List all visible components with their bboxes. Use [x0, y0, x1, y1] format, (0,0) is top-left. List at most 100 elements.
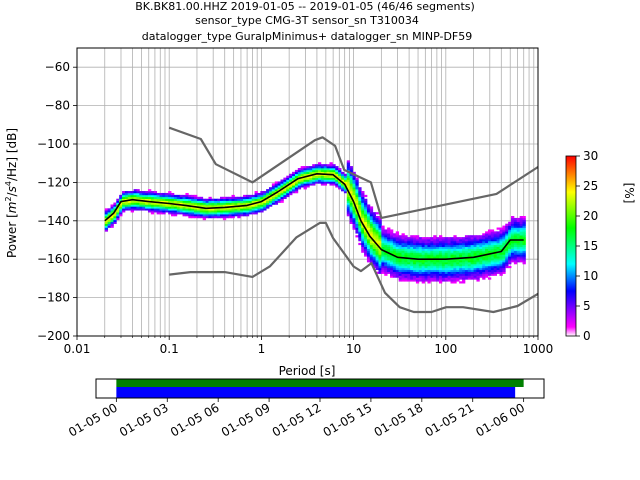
psd-cell — [271, 191, 276, 194]
psd-cell — [421, 248, 425, 251]
psd-cell — [390, 262, 394, 265]
psd-cell — [352, 225, 356, 228]
psd-cell — [450, 267, 454, 271]
psd-cell — [444, 279, 449, 282]
psd-cell — [398, 244, 402, 248]
psd-cell — [309, 166, 313, 169]
psd-cell — [329, 162, 333, 165]
psd-cell — [496, 244, 500, 248]
psd-cell — [171, 214, 175, 217]
psd-cell — [104, 229, 109, 232]
psd-cell — [341, 175, 345, 178]
psd-cell — [317, 166, 322, 169]
psd-cell — [306, 169, 310, 173]
psd-cell — [410, 239, 414, 242]
psd-cell — [263, 192, 267, 196]
psd-cell — [456, 237, 460, 240]
psd-cell — [444, 265, 449, 269]
psd-cell — [162, 200, 166, 203]
psd-cell — [323, 171, 328, 175]
psd-cell — [303, 168, 307, 171]
psd-cell — [346, 204, 351, 207]
psd-cell — [271, 200, 276, 203]
psd-cell — [119, 208, 123, 211]
psd-cell — [274, 192, 279, 196]
psd-cell — [205, 204, 209, 207]
psd-cell — [384, 235, 388, 238]
psd-cell — [136, 192, 140, 196]
psd-cell — [355, 219, 359, 223]
psd-cell — [139, 196, 143, 200]
psd-cell — [222, 208, 227, 211]
psd-cell — [519, 260, 523, 263]
psd-cell — [124, 202, 129, 205]
psd-cell — [485, 265, 489, 269]
psd-cell — [505, 223, 509, 226]
psd-cell — [320, 169, 325, 173]
psd-cell — [366, 254, 371, 257]
psd-cell — [196, 212, 201, 215]
psd-cell — [479, 267, 483, 271]
psd-cell — [124, 200, 129, 203]
psd-cell — [133, 192, 137, 196]
psd-cell — [283, 189, 287, 192]
psd-cell — [473, 273, 477, 276]
psd-cell — [485, 240, 489, 244]
psd-cell — [145, 206, 149, 209]
psd-cell — [516, 256, 521, 259]
psd-cell — [482, 244, 486, 248]
chart-title-line2: sensor_type CMG-3T sensor_sn T310034 — [195, 14, 419, 27]
psd-cell — [156, 202, 160, 205]
psd-cell — [225, 196, 230, 200]
psd-cell — [398, 237, 402, 240]
psd-cell — [508, 252, 512, 255]
psd-cell — [346, 177, 351, 180]
psd-cell — [338, 169, 342, 173]
psd-cell — [490, 244, 495, 248]
psd-cell — [427, 248, 431, 251]
psd-cell — [124, 192, 129, 196]
psd-cell — [519, 233, 523, 236]
psd-cell — [234, 206, 238, 209]
x-tick-label: 100 — [434, 342, 457, 356]
psd-cell — [459, 271, 463, 274]
psd-cell — [369, 252, 374, 255]
psd-cell — [476, 235, 480, 238]
psd-cell — [511, 242, 515, 246]
psd-cell — [191, 200, 195, 203]
psd-cell — [427, 271, 431, 274]
psd-cell — [467, 262, 472, 265]
psd-cell — [392, 246, 397, 249]
psd-cell — [522, 227, 526, 230]
psd-cell — [349, 216, 353, 219]
psd-cell — [306, 185, 310, 188]
psd-cell — [263, 204, 267, 207]
psd-cell — [505, 240, 509, 244]
psd-cell — [404, 239, 408, 242]
psd-cell — [473, 237, 477, 240]
psd-cell — [361, 194, 365, 198]
psd-cell — [220, 202, 224, 205]
psd-cell — [487, 267, 492, 271]
psd-cell — [260, 210, 264, 213]
psd-cell — [355, 185, 359, 188]
psd-cell — [447, 275, 451, 278]
psd-cell — [410, 277, 414, 280]
psd-cell — [424, 248, 428, 251]
psd-cell — [355, 191, 359, 194]
psd-cell — [387, 258, 391, 261]
psd-cell — [271, 196, 276, 200]
psd-cell — [413, 265, 417, 269]
psd-cell — [231, 212, 235, 215]
psd-cell — [444, 244, 449, 248]
psd-cell — [390, 256, 394, 259]
psd-cell — [173, 214, 178, 217]
psd-cell — [505, 262, 509, 265]
psd-cell — [358, 221, 362, 224]
colorbar-tick-label: 25 — [583, 179, 598, 193]
psd-cell — [410, 264, 414, 267]
psd-cell — [372, 250, 376, 253]
psd-cell — [421, 273, 425, 276]
psd-cell — [292, 173, 296, 176]
psd-cell — [110, 219, 114, 223]
